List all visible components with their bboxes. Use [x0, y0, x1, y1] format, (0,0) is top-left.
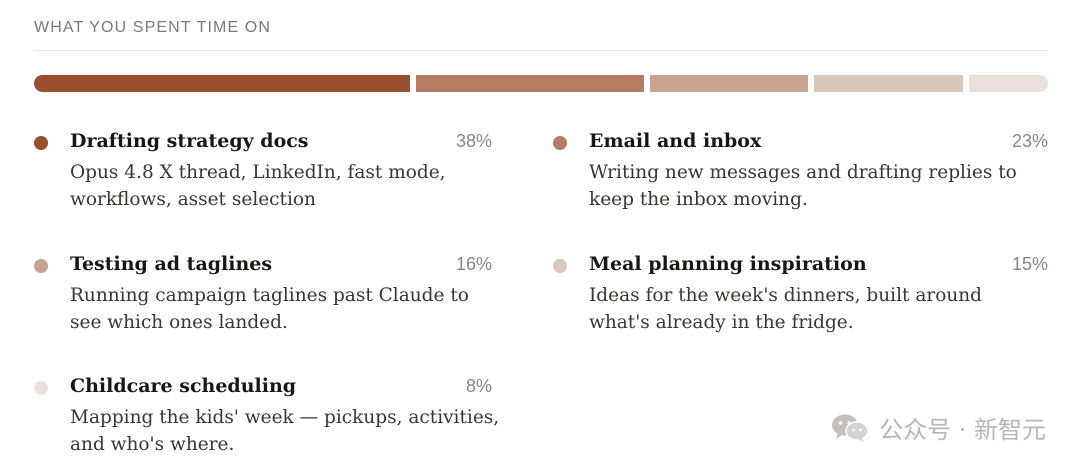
category-description: Running campaign taglines past Claude to…	[70, 285, 469, 333]
category-item-meal-planning: Meal planning inspiration 15% Ideas for …	[553, 250, 1048, 340]
category-item-childcare: Childcare scheduling 8% Mapping the kids…	[34, 372, 499, 462]
category-title: Drafting strategy docs	[70, 130, 309, 152]
category-description: Ideas for the week's dinners, built arou…	[589, 285, 983, 333]
category-title: Email and inbox	[589, 130, 762, 152]
wechat-icon	[832, 414, 869, 442]
category-description: Opus 4.8 X thread, LinkedIn, fast mode, …	[70, 162, 446, 210]
category-title: Childcare scheduling	[70, 375, 297, 397]
bar-segment-2	[416, 75, 644, 92]
bar-segment-3	[649, 75, 809, 92]
category-item-drafting: Drafting strategy docs 38% Opus 4.8 X th…	[34, 127, 492, 217]
category-percent: 16%	[455, 254, 492, 274]
category-item-email: Email and inbox 23% Writing new messages…	[553, 127, 1048, 217]
category-dot	[553, 259, 567, 273]
category-dot	[34, 136, 48, 150]
category-item-taglines: Testing ad taglines 16% Running campaign…	[34, 250, 492, 340]
category-dot	[34, 381, 48, 395]
category-percent: 38%	[455, 131, 492, 151]
bar-segment-1	[34, 75, 411, 92]
category-description: Writing new messages and drafting replie…	[589, 162, 1017, 210]
bar-segment-5	[968, 75, 1048, 92]
category-percent: 15%	[1011, 254, 1048, 274]
category-title: Meal planning inspiration	[589, 253, 867, 275]
section-divider	[34, 50, 1048, 51]
category-dot	[34, 259, 48, 273]
category-title: Testing ad taglines	[70, 253, 273, 275]
section-title: WHAT YOU SPENT TIME ON	[34, 19, 271, 36]
time-distribution-bar	[34, 75, 1048, 92]
watermark-text: 公众号 · 新智元	[879, 416, 1046, 444]
bar-segment-4	[814, 75, 963, 92]
category-description: Mapping the kids' week — pickups, activi…	[70, 407, 500, 455]
category-percent: 23%	[1011, 131, 1048, 151]
watermark: 公众号 · 新智元	[831, 410, 1046, 445]
category-dot	[553, 136, 567, 150]
category-percent: 8%	[465, 376, 492, 396]
